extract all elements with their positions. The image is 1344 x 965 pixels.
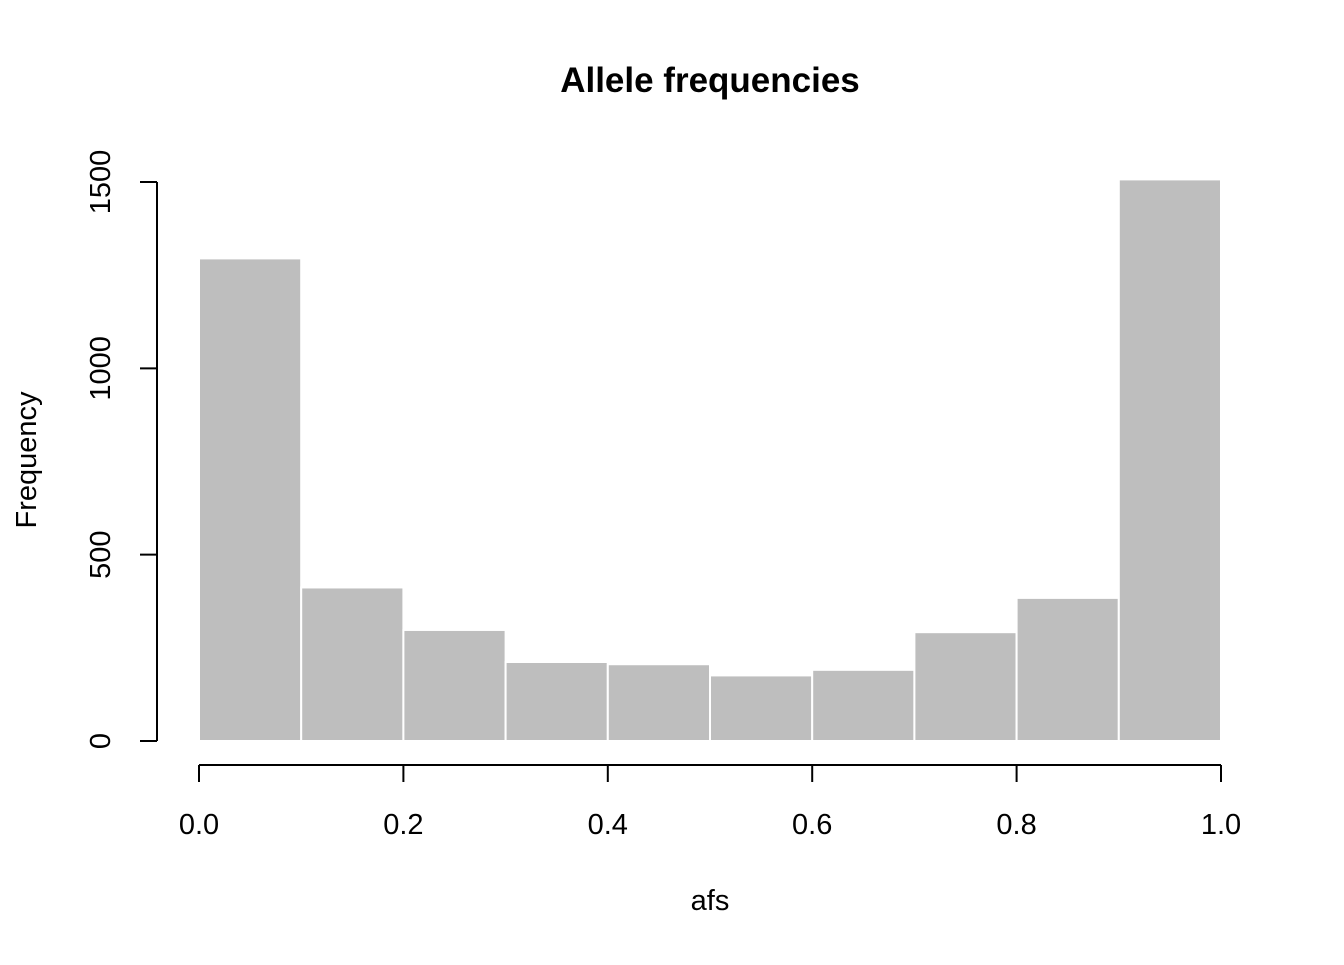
histogram-bar-6 (811, 668, 916, 743)
chart-title: Allele frequencies (560, 61, 860, 100)
x-axis: 0.0 0.2 0.4 0.6 0.8 1.0 (179, 764, 1241, 841)
y-tick-label-0: 0 (85, 733, 117, 749)
histogram-bar-4 (606, 663, 711, 742)
x-tick-label-2: 0.4 (588, 809, 628, 841)
histogram-bar-5 (709, 674, 814, 742)
y-tick-label-3: 1500 (85, 150, 117, 215)
x-tick-label-3: 0.6 (792, 809, 832, 841)
x-axis-label: afs (691, 885, 730, 917)
histogram-bar-8 (1015, 596, 1120, 742)
x-tick-label-0: 0.0 (179, 809, 219, 841)
histogram-bar-3 (504, 660, 609, 743)
y-tick-label-1: 500 (85, 530, 117, 578)
histogram-bar-9 (1117, 178, 1223, 742)
histogram-bar-1 (300, 586, 405, 742)
x-tick-label-5: 1.0 (1201, 809, 1241, 841)
bars-group (198, 178, 1223, 743)
x-tick-label-1: 0.2 (383, 809, 423, 841)
y-tick-label-2: 1000 (85, 336, 117, 401)
y-axis-label: Frequency (11, 391, 43, 529)
histogram-bar-0 (198, 257, 303, 742)
histogram-bar-7 (913, 631, 1018, 742)
x-tick-label-4: 0.8 (996, 809, 1036, 841)
y-axis: 0 500 1000 1500 (85, 150, 158, 749)
histogram-bar-2 (402, 628, 507, 742)
